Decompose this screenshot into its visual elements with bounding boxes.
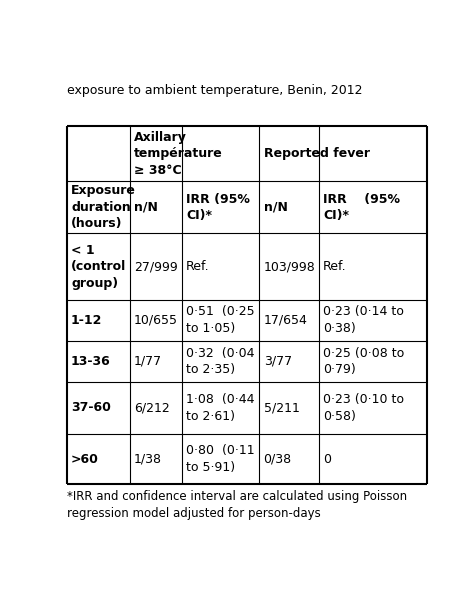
- Text: 103/998: 103/998: [264, 260, 315, 273]
- Text: exposure to ambient temperature, Benin, 2012: exposure to ambient temperature, Benin, …: [66, 84, 362, 97]
- Text: Ref.: Ref.: [186, 260, 210, 273]
- Text: 13-36: 13-36: [71, 355, 111, 368]
- Text: 0·51  (0·25
to 1·05): 0·51 (0·25 to 1·05): [186, 306, 255, 335]
- Text: 17/654: 17/654: [264, 313, 308, 327]
- Text: Exposure
duration
(hours): Exposure duration (hours): [71, 184, 136, 231]
- Text: 10/655: 10/655: [134, 313, 178, 327]
- Text: Axillary
température
≥ 38°C: Axillary température ≥ 38°C: [134, 130, 223, 177]
- Text: 0: 0: [323, 452, 331, 466]
- Text: 1·08  (0·44
to 2·61): 1·08 (0·44 to 2·61): [186, 393, 255, 423]
- Text: 1-12: 1-12: [71, 313, 102, 327]
- Text: 0·32  (0·04
to 2·35): 0·32 (0·04 to 2·35): [186, 347, 255, 376]
- Text: Ref.: Ref.: [323, 260, 346, 273]
- Text: 27/999: 27/999: [134, 260, 178, 273]
- Text: 6/212: 6/212: [134, 402, 170, 414]
- Text: n/N: n/N: [264, 201, 288, 214]
- Text: 1/38: 1/38: [134, 452, 162, 466]
- Text: 0·25 (0·08 to
0·79): 0·25 (0·08 to 0·79): [323, 347, 404, 376]
- Text: >60: >60: [71, 452, 99, 466]
- Text: 0·23 (0·10 to
0·58): 0·23 (0·10 to 0·58): [323, 393, 404, 423]
- Text: 1/77: 1/77: [134, 355, 162, 368]
- Text: 37-60: 37-60: [71, 402, 111, 414]
- Text: Reported fever: Reported fever: [264, 147, 370, 160]
- Text: 0·80  (0·11
to 5·91): 0·80 (0·11 to 5·91): [186, 445, 255, 474]
- Text: 0·23 (0·14 to
0·38): 0·23 (0·14 to 0·38): [323, 306, 404, 335]
- Text: 3/77: 3/77: [264, 355, 292, 368]
- Text: n/N: n/N: [134, 201, 158, 214]
- Text: IRR    (95%
CI)*: IRR (95% CI)*: [323, 193, 400, 222]
- Text: IRR (95%
CI)*: IRR (95% CI)*: [186, 193, 250, 222]
- Text: 5/211: 5/211: [264, 402, 300, 414]
- Text: < 1
(control
group): < 1 (control group): [71, 243, 126, 289]
- Text: *IRR and confidence interval are calculated using Poisson
regression model adjus: *IRR and confidence interval are calcula…: [66, 490, 407, 519]
- Text: 0/38: 0/38: [264, 452, 292, 466]
